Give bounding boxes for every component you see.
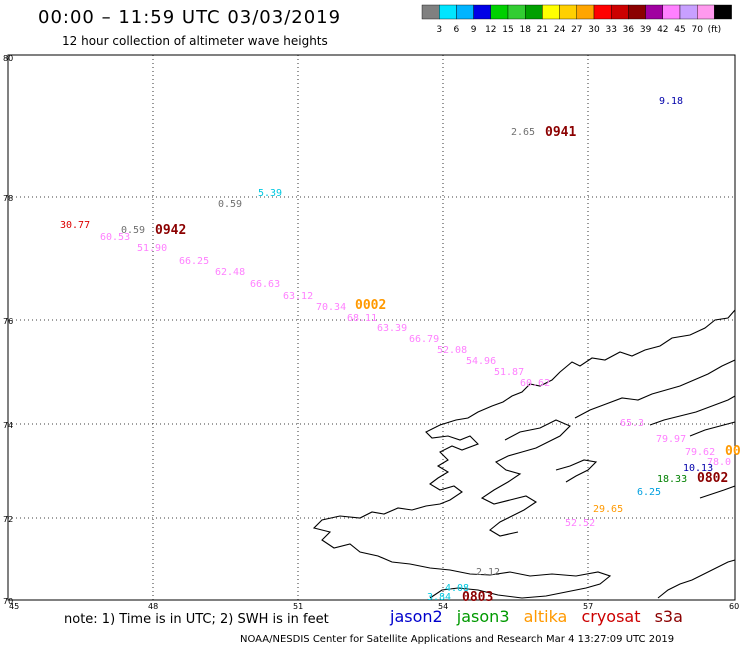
map-note: note: 1) Time is in UTC; 2) SWH is in fe… — [64, 612, 329, 627]
wave-height-label: 6.25 — [637, 487, 661, 498]
longitude-tick-label: 51 — [293, 602, 303, 611]
color-scale-label: 45 — [674, 25, 685, 35]
map-title: 00:00 – 11:59 UTC 03/03/2019 — [38, 7, 342, 28]
wave-height-label: 52.08 — [437, 345, 467, 356]
wave-height-label: 70.34 — [316, 302, 346, 313]
color-scale-label: 15 — [502, 25, 513, 35]
color-scale-label: 18 — [519, 25, 531, 35]
latitude-tick-label: 76 — [3, 317, 13, 326]
color-scale-label: (ft) — [708, 25, 722, 35]
color-scale-label: 6 — [454, 25, 460, 35]
wave-height-label: 66.63 — [250, 279, 280, 290]
color-scale-label: 33 — [605, 25, 616, 35]
time-label: 0803 — [462, 590, 493, 605]
inner-coast-3 — [649, 395, 736, 426]
time-label: 0941 — [545, 125, 576, 140]
wave-height-label: 63.12 — [283, 291, 313, 302]
time-label: 0002 — [355, 298, 386, 313]
wave-height-label: 52.52 — [565, 518, 595, 529]
time-label: 00 — [725, 444, 740, 459]
wave-height-label: 51.90 — [137, 243, 167, 254]
color-scale-label: 39 — [640, 25, 652, 35]
color-scale-label: 27 — [571, 25, 582, 35]
time-label: 0942 — [155, 223, 186, 238]
color-scale-label: 9 — [471, 25, 477, 35]
wave-height-label: 2.12 — [476, 567, 500, 578]
color-scale-label: 30 — [588, 25, 600, 35]
color-scale-label: 24 — [554, 25, 566, 35]
vaygach-coast — [699, 485, 736, 499]
wave-height-label: 66.79 — [409, 334, 439, 345]
credit-line: NOAA/NESDIS Center for Satellite Applica… — [240, 634, 675, 645]
lat-lon-grid — [8, 55, 735, 600]
longitude-tick-label: 45 — [9, 602, 19, 611]
wave-height-label: 30.77 — [60, 220, 90, 231]
satellite-jason3: jason3 — [456, 607, 510, 626]
longitude-tick-label: 54 — [438, 602, 448, 611]
wave-height-label: 63.39 — [377, 323, 407, 334]
wave-height-label: 79.97 — [656, 434, 686, 445]
inner-coast-2 — [574, 359, 736, 419]
wave-height-label: 0.59 — [121, 225, 145, 236]
wave-height-label: 5.39 — [258, 188, 282, 199]
latitude-tick-label: 70 — [3, 597, 13, 606]
wave-height-label: 54.96 — [466, 356, 496, 367]
wave-height-label: 65.3 — [620, 418, 644, 429]
wave-height-label: 3.84 — [427, 592, 451, 603]
wave-height-label: 0.59 — [218, 199, 242, 210]
color-scale-label: 3 — [436, 25, 442, 35]
inner-coast-1 — [480, 419, 571, 537]
latitude-tick-label: 78 — [3, 194, 13, 203]
mainland-coast — [657, 559, 736, 599]
wave-height-label: 66.25 — [179, 256, 209, 267]
latitude-tick-label: 74 — [3, 421, 13, 430]
inner-coast-4 — [689, 421, 736, 437]
longitude-tick-label: 60 — [729, 602, 739, 611]
coastline — [312, 309, 736, 599]
inner-coast-5 — [555, 459, 598, 483]
satellite-s3a: s3a — [654, 607, 683, 626]
wave-height-label: 78.0 — [707, 457, 731, 468]
map-subtitle: 12 hour collection of altimeter wave hei… — [62, 34, 328, 48]
wave-height-label: 9.18 — [659, 96, 683, 107]
satellite-cryosat: cryosat — [581, 607, 641, 626]
wave-height-label: 62.48 — [215, 267, 245, 278]
latitude-tick-label: 72 — [3, 515, 13, 524]
wave-height-label: 51.87 — [494, 367, 524, 378]
novaya-zemlya-coast — [312, 309, 736, 599]
longitude-tick-label: 57 — [583, 602, 593, 611]
latitude-tick-label: 80 — [3, 54, 13, 63]
wave-height-label: 68.11 — [347, 313, 377, 324]
satellite-legend: jason2 jason3 altika cryosat s3a — [390, 607, 692, 626]
color-swatch — [714, 4, 732, 20]
wave-height-label: 18.33 — [657, 474, 687, 485]
wave-height-label: 60.53 — [100, 232, 130, 243]
wave-height-label: 60.62 — [520, 378, 550, 389]
color-scale-label: 42 — [657, 25, 668, 35]
longitude-tick-label: 48 — [148, 602, 158, 611]
wave-height-label: 2.65 — [511, 127, 535, 138]
wave-height-label: 10.13 — [683, 463, 713, 474]
color-scale-legend: 3 6 9 12 15 18 21 24 27 30 33 36 39 42 45 70 (ft) — [421, 4, 732, 35]
wave-height-label: 79.62 — [685, 447, 715, 458]
color-scale-label: 12 — [485, 25, 496, 35]
time-label: 0802 — [697, 471, 728, 486]
color-scale-label: 36 — [623, 25, 635, 35]
wave-height-label: 29.65 — [593, 504, 623, 515]
wave-height-label: 4.08 — [445, 583, 469, 594]
map-frame — [7, 54, 736, 601]
color-scale-label: 70 — [691, 25, 703, 35]
satellite-altika: altika — [523, 607, 568, 626]
satellite-jason2: jason2 — [390, 607, 443, 626]
color-scale-label: 21 — [537, 25, 548, 35]
